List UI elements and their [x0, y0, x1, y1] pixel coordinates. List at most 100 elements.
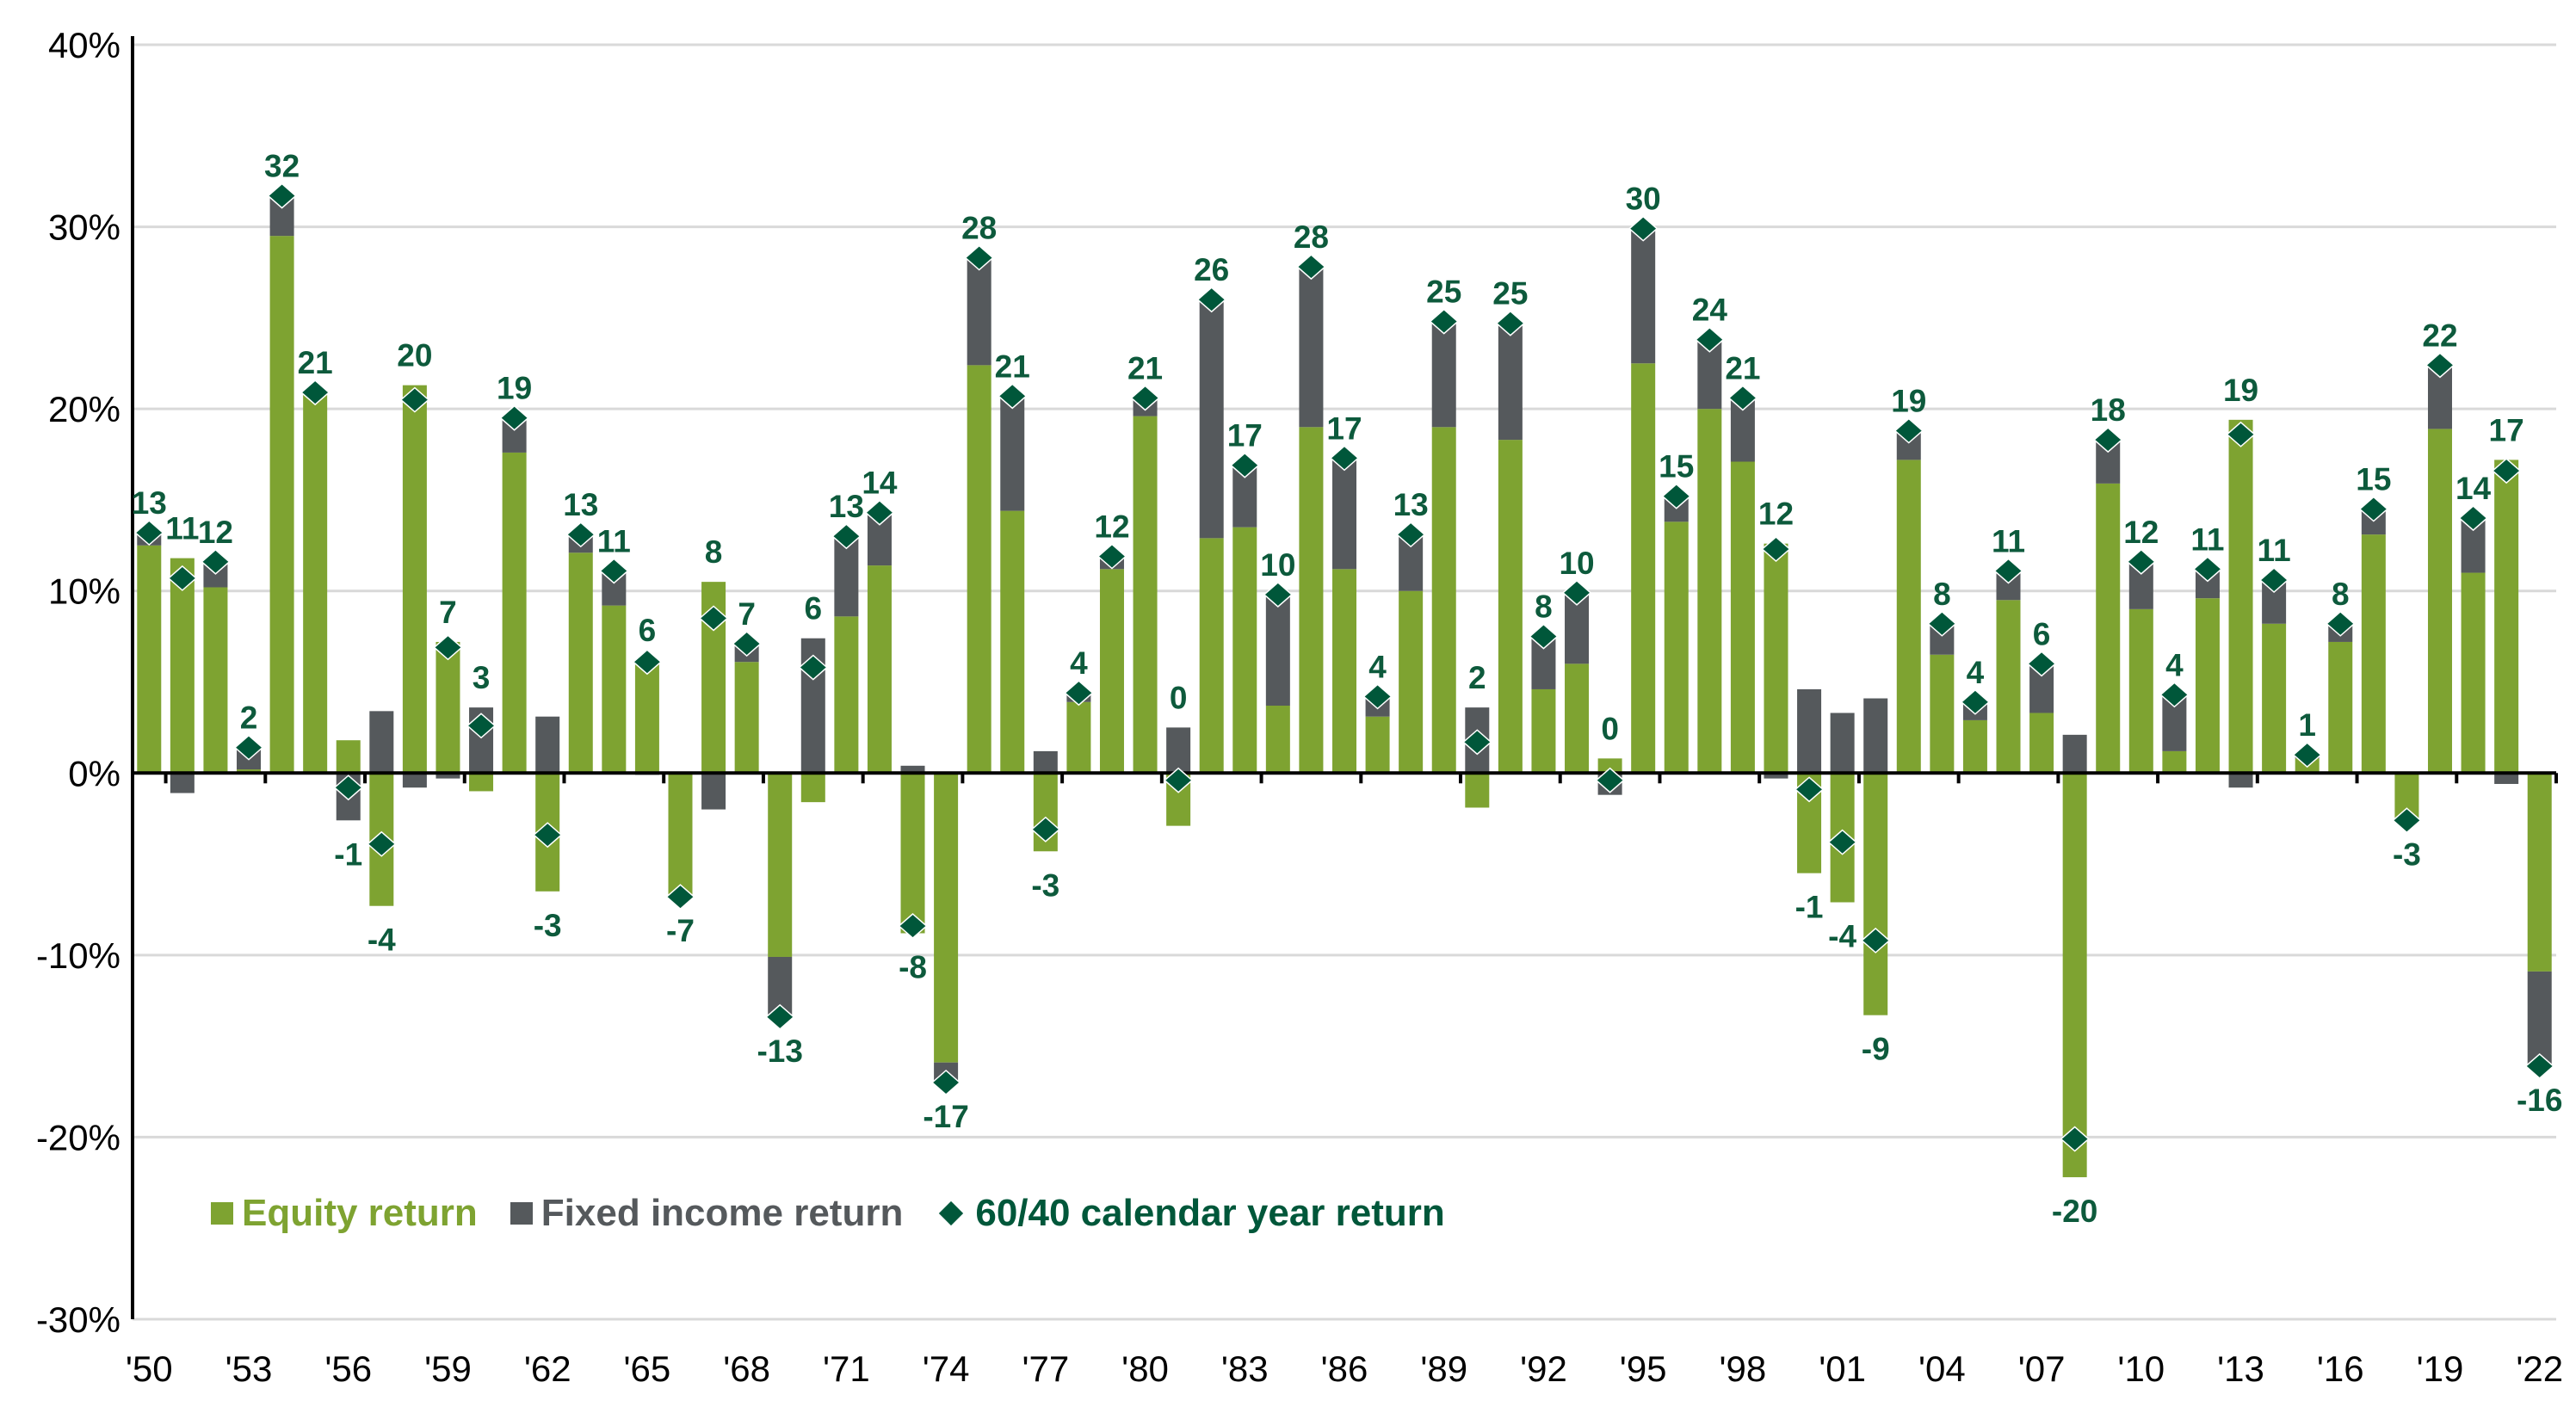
data-label: 11	[2190, 521, 2224, 557]
data-label: 12	[1758, 497, 1794, 532]
diamond-marker	[201, 548, 231, 575]
fixed-income-swatch	[510, 1202, 533, 1225]
data-label: 28	[961, 211, 997, 246]
diamond-marker	[1429, 308, 1459, 335]
data-label: 13	[1393, 487, 1429, 522]
data-label: 8	[2332, 577, 2350, 612]
data-label: 4	[1368, 649, 1387, 684]
equity-bar	[2361, 534, 2386, 774]
axes: -30% -20% -10% 0% 10% 20% 30% 40% '50 '53 '56 '59 '6…	[36, 25, 2563, 1389]
x-tick-label: '22	[2516, 1348, 2563, 1389]
data-label: 21	[298, 345, 333, 380]
equity-bar	[502, 452, 527, 774]
equity-bar	[336, 740, 361, 774]
y-tick-label: -10%	[36, 935, 120, 976]
diamond-marker	[499, 404, 529, 431]
diamond-marker	[1761, 536, 1791, 563]
x-tick-label: '19	[2417, 1348, 2464, 1389]
diamond-marker	[632, 649, 663, 676]
diamond-marker	[466, 713, 497, 739]
data-label: 2	[1468, 660, 1486, 695]
diamond-marker	[930, 1069, 961, 1095]
equity-bar	[1697, 409, 1722, 774]
data-label: -3	[1031, 867, 1059, 903]
data-label: 21	[1725, 350, 1760, 386]
data-label: 30	[1626, 182, 1661, 217]
data-label: -13	[757, 1034, 802, 1069]
x-tick-label: '68	[723, 1348, 770, 1389]
diamond-marker	[399, 386, 430, 413]
diamond-marker	[1230, 452, 1260, 478]
equity-bar	[203, 587, 228, 774]
fixed-income-bar	[1033, 750, 1058, 774]
data-label: 19	[2223, 373, 2258, 408]
x-tick-label: '10	[2117, 1348, 2165, 1389]
data-label: 0	[1170, 680, 1188, 715]
data-label: 11	[165, 511, 199, 546]
equity-bar	[469, 773, 494, 792]
equity-bar	[1431, 427, 1456, 774]
data-label: 14	[862, 466, 898, 501]
equity-bar	[1399, 590, 1424, 774]
x-tick-label: '50	[126, 1348, 173, 1389]
x-tick-label: '07	[2018, 1348, 2066, 1389]
data-label: 11	[597, 523, 631, 558]
data-label: -4	[1828, 919, 1856, 954]
equity-bar	[1133, 416, 1158, 774]
diamond-marker	[1030, 816, 1060, 842]
data-label: 13	[132, 485, 167, 521]
diamond-marker	[2026, 651, 2057, 677]
legend-item-60-40: 60/40 calendar year return	[936, 1192, 1445, 1235]
fixed-income-bar	[1299, 267, 1324, 428]
diamond-marker	[1861, 927, 1891, 953]
data-label: 14	[2456, 471, 2492, 506]
equity-bar	[2128, 608, 2153, 774]
data-label: 21	[1127, 350, 1163, 386]
equity-bar	[1597, 758, 1622, 774]
diamond-marker	[2458, 505, 2488, 532]
diamond-marker	[1960, 688, 1991, 715]
diamond-marker	[1727, 385, 1758, 411]
fixed-income-bar	[535, 716, 560, 774]
diamond-marker	[732, 631, 762, 657]
equity-bar	[1498, 440, 1523, 774]
y-tick-label: -30%	[36, 1299, 120, 1340]
diamond-marker	[1893, 417, 1924, 444]
fixed-income-bar	[1830, 713, 1855, 774]
x-tick-label: '83	[1221, 1348, 1269, 1389]
fixed-income-bar	[1166, 727, 1191, 774]
diamond-marker	[1993, 558, 2023, 584]
diamond-marker	[267, 182, 297, 209]
diamond-marker	[1329, 445, 1360, 472]
diamond-marker	[2126, 548, 2156, 575]
y-tick-label: 40%	[48, 25, 120, 65]
data-label: -4	[368, 923, 396, 958]
equity-bar	[303, 392, 328, 774]
equity-bar	[2461, 572, 2486, 774]
legend-label-equity: Equity return	[242, 1192, 478, 1234]
data-label: 4	[1070, 645, 1088, 681]
fixed-income-bar	[1332, 458, 1356, 570]
equity-bar	[867, 565, 892, 774]
fixed-income-bar	[900, 765, 925, 774]
data-label: 17	[1326, 410, 1362, 446]
y-tick-label: 30%	[48, 207, 120, 248]
equity-bar	[1863, 773, 1888, 1015]
data-label: 12	[198, 515, 233, 550]
equity-bar	[170, 558, 195, 774]
equity-bar	[1365, 716, 1390, 774]
bars	[137, 195, 2552, 1177]
diamond-marker	[831, 523, 862, 550]
fixed-income-bar	[2494, 773, 2519, 784]
x-tick-label: '01	[1819, 1348, 1866, 1389]
diamond-marker	[1263, 581, 1293, 608]
data-label: -7	[666, 913, 695, 948]
equity-bar	[1465, 773, 1490, 808]
equity-bar	[1896, 460, 1921, 774]
diamond-marker	[1130, 385, 1160, 411]
equity-bar	[934, 773, 959, 1063]
equity-bar	[2427, 429, 2452, 774]
data-label: 24	[1692, 293, 1728, 328]
equity-bar	[1099, 569, 1124, 774]
fixed-income-bar	[1764, 773, 1788, 779]
